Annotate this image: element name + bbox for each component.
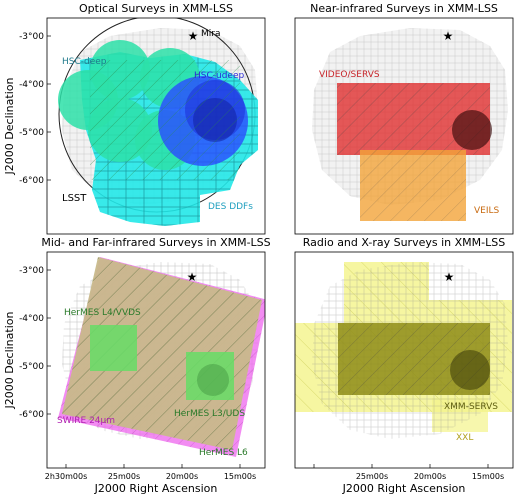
mira-marker: ★	[443, 29, 454, 43]
hermes-l6-label: HerMES L6	[199, 448, 248, 458]
x-tick-label: 15m00s	[224, 472, 256, 481]
y-tick-label: -4°00	[19, 80, 44, 90]
x-axis-label-left: J2000 Right Ascension	[94, 482, 218, 495]
panel-border-mir-fir	[46, 251, 266, 469]
y-tick-label: -6°00	[19, 176, 44, 186]
panel-title-nir: Near-infrared Surveys in XMM-LSS	[310, 2, 498, 15]
x-axis-label-right: J2000 Right Ascension	[342, 482, 466, 495]
y-tick-label: -5°00	[19, 128, 44, 138]
hermes-l3-uds-label: HerMES L3/UDS	[174, 409, 245, 419]
y-tick-label: -3°00	[19, 32, 44, 42]
hermes-l4-vvds-region	[90, 325, 137, 371]
panel-border-optical	[46, 17, 266, 235]
y-tick-label: -4°00	[19, 314, 44, 324]
y-tick-label: -5°00	[19, 362, 44, 372]
xmm-servs-region	[338, 323, 490, 395]
svg-text:★: ★	[443, 29, 454, 43]
svg-text:★: ★	[187, 270, 198, 284]
axis-ticks	[47, 35, 489, 468]
mira-marker: ★	[444, 270, 455, 284]
hsc-udeep-label: HSC-udeep	[194, 71, 245, 81]
xmm-servs-label: XMM-SERVS	[444, 402, 498, 412]
svg-text:★: ★	[444, 270, 455, 284]
y-axis-label-top: J2000 Declination	[3, 78, 16, 176]
panel-border-radio-xray	[294, 251, 514, 469]
hermes-l3-uds-region	[186, 352, 234, 400]
svg-text:★: ★	[188, 29, 199, 43]
x-tick-label: 20m00s	[166, 472, 198, 481]
hsc-deep-label: HSC-deep	[62, 57, 107, 67]
panel-title-optical: Optical Surveys in XMM-LSS	[79, 2, 233, 15]
panel-border-nir	[294, 17, 514, 235]
y-tick-label: -3°00	[19, 266, 44, 276]
mira-label: Mira	[201, 29, 220, 39]
hermes-l4-vvds-label: HerMES L4/VVDS	[64, 308, 141, 318]
x-tick-label: 20m00s	[414, 472, 446, 481]
mira-marker: ★	[188, 29, 199, 43]
panel-title-mir-fir: Mid- and Far-infrared Surveys in XMM-LSS	[41, 236, 270, 249]
video-servs-label: VIDEO/SERVS	[319, 70, 380, 80]
veils-label: VEILS	[474, 206, 500, 216]
panel-title-radio-xray: Radio and X-ray Surveys in XMM-LSS	[303, 236, 505, 249]
hatch-overlay-optical	[90, 60, 240, 180]
swire-24um-label: SWIRE 24μm	[57, 416, 115, 426]
x-tick-label: 2h30m00s	[45, 472, 87, 481]
y-axis-label-bottom: J2000 Declination	[3, 312, 16, 410]
mira-marker: ★	[187, 270, 198, 284]
y-tick-label: -6°00	[19, 410, 44, 420]
xxl-label: XXL	[456, 433, 473, 443]
video-servs-region	[337, 83, 492, 155]
lsst-label: LSST	[62, 193, 87, 204]
hermes-l6-region	[62, 257, 262, 450]
x-tick-label: 15m00s	[472, 472, 504, 481]
veils-region	[360, 150, 466, 221]
x-tick-label: 25m00s	[108, 472, 140, 481]
des-ddfs-label: DES DDFs	[208, 202, 253, 212]
x-tick-label: 25m00s	[356, 472, 388, 481]
